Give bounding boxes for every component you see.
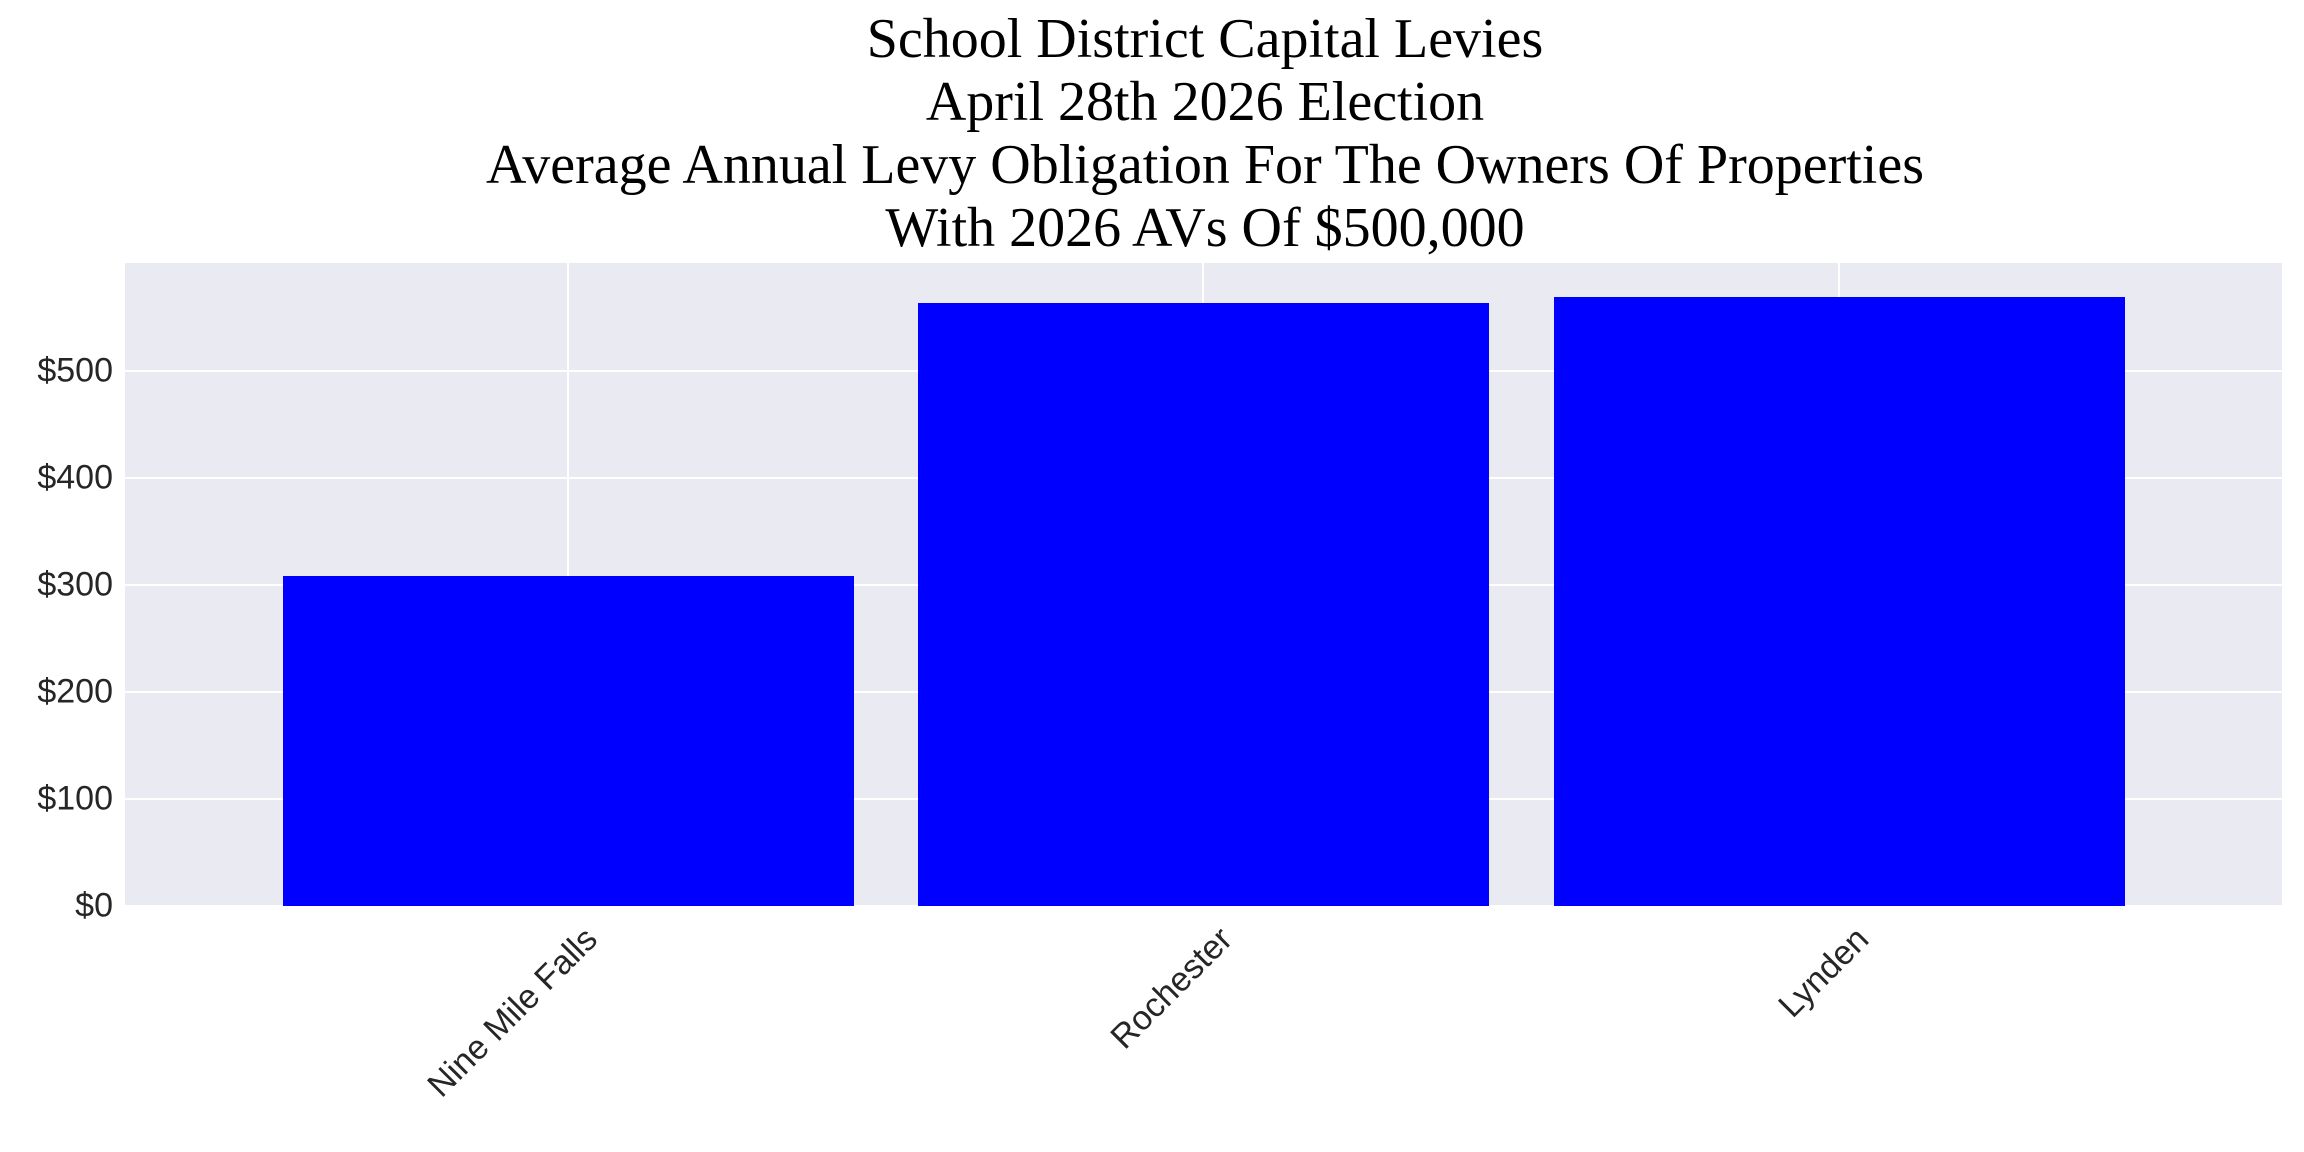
y-tick-label: $500 (37, 351, 113, 390)
title-line-3: Average Annual Levy Obligation For The O… (485, 134, 1925, 196)
bar-lynden (1553, 297, 2125, 906)
x-tick-label: Rochester (1103, 920, 1240, 1057)
chart-title: School District Capital Levies April 28t… (0, 8, 2304, 260)
gridline-horizontal (125, 905, 2282, 907)
y-tick-label: $200 (37, 672, 113, 711)
x-tick-label: Nine Mile Falls (420, 920, 605, 1105)
title-line-1: School District Capital Levies (866, 8, 1544, 70)
x-tick-label: Lynden (1771, 920, 1877, 1025)
plot-area (125, 263, 2282, 907)
bar-rochester (917, 302, 1489, 906)
title-line-2: April 28th 2026 Election (925, 71, 1485, 133)
title-line-4: With 2026 AVs Of $500,000 (885, 197, 1525, 259)
y-tick-label: $300 (37, 565, 113, 604)
y-tick-label: $0 (75, 886, 113, 925)
bar-nine-mile-falls (282, 576, 854, 906)
y-tick-label: $100 (37, 779, 113, 818)
y-tick-label: $400 (37, 458, 113, 497)
